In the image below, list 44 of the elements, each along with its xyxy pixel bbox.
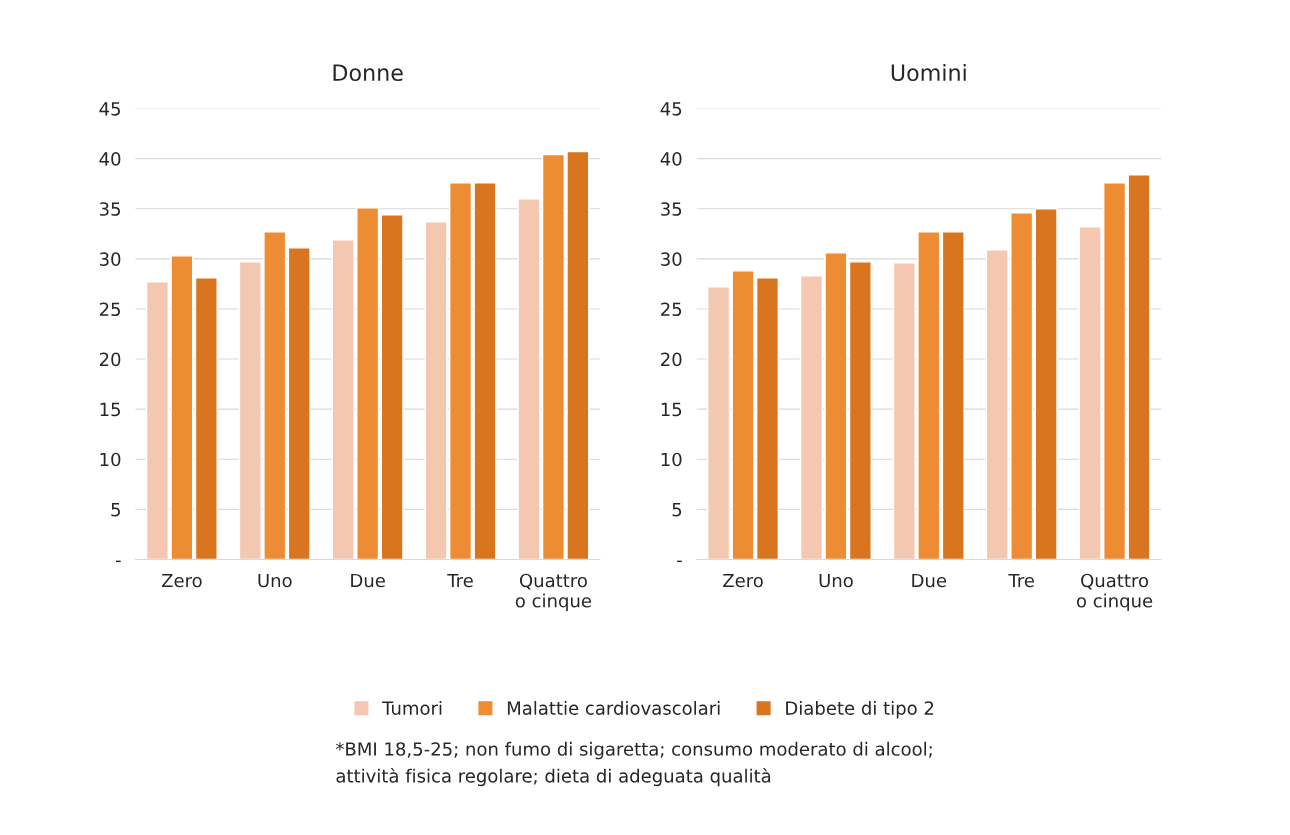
bar	[287, 247, 311, 560]
y-tick-label: 30	[99, 252, 121, 266]
y-tick-label: 20	[99, 352, 121, 367]
y-tick-label: 15	[661, 402, 682, 417]
y-tick-label: 5	[111, 503, 120, 517]
y-tick-label: 30	[661, 252, 682, 266]
y-tick-label: 35	[661, 202, 682, 216]
chart-title: Uomini	[891, 63, 966, 82]
bar	[848, 261, 872, 560]
bar	[941, 231, 965, 560]
legend-label: Diabete di tipo 2	[786, 700, 934, 719]
y-tick-label: 35	[99, 202, 120, 216]
bar	[517, 198, 541, 560]
y-tick-label: 45	[99, 102, 120, 116]
bar	[380, 214, 404, 560]
x-tick-label: Uno	[819, 573, 853, 588]
y-tick-label: 40	[99, 152, 121, 166]
bar	[707, 286, 731, 560]
y-tick-label: 20	[661, 352, 682, 367]
y-tick-label: 25	[661, 302, 682, 317]
x-tick-label: Zero	[161, 573, 202, 588]
y-tick-label: -	[115, 560, 121, 563]
x-tick-label: Due	[351, 573, 385, 588]
y-tick-label: 40	[660, 152, 682, 166]
y-tick-label: 45	[660, 102, 682, 116]
x-tick-label: Quattro o cinque	[1076, 573, 1153, 612]
x-tick-label: Tre	[447, 573, 473, 588]
y-tick-label: -	[677, 560, 682, 563]
bar	[1034, 208, 1058, 560]
x-tick-label: Quattro o cinque	[515, 573, 592, 612]
x-tick-label: Tre	[1008, 573, 1034, 588]
text: *BMI 18,5-25; non fumo di sigaretta; consumo moderato di alcool; attività fisica regolare; dieta di adeguata qualità	[335, 741, 932, 787]
y-tick-label: 10	[661, 452, 682, 467]
x-tick-label: Due	[912, 573, 947, 588]
chart-title: Donne	[333, 64, 403, 82]
y-tick-label: 15	[100, 402, 120, 417]
x-tick-label: Uno	[258, 573, 292, 588]
legend-label: Malattie cardiovascolari	[507, 700, 720, 715]
legend-label: Tumori	[382, 700, 442, 715]
bar	[194, 277, 218, 560]
y-tick-label: 25	[99, 302, 120, 317]
y-tick-label: 10	[100, 452, 121, 467]
x-tick-label: Zero	[723, 573, 763, 588]
y-tick-label: 5	[672, 503, 682, 517]
